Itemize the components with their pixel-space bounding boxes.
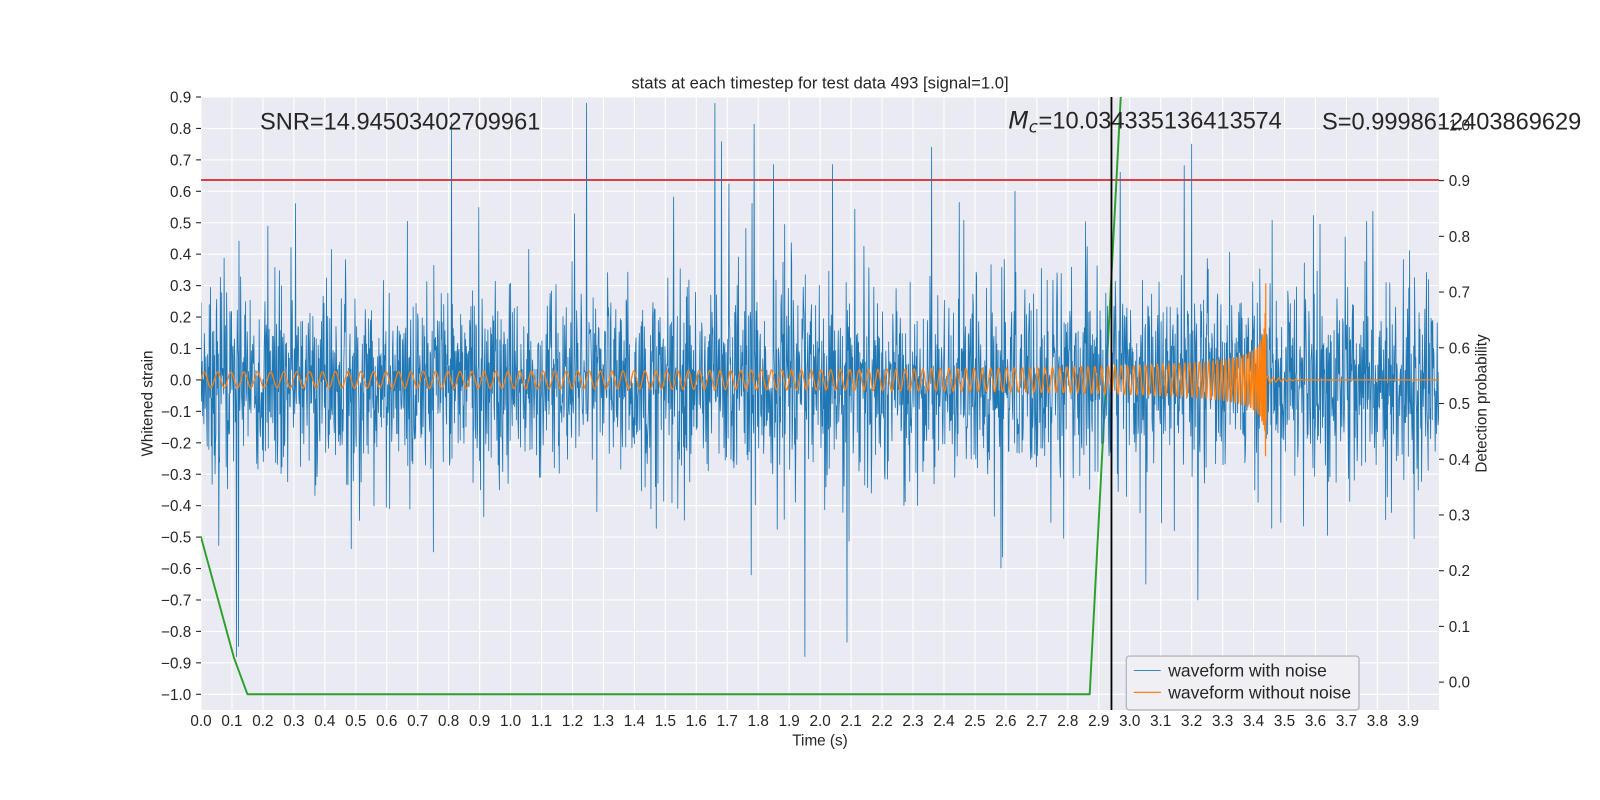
svg-text:2.6: 2.6 [995,713,1016,730]
svg-text:1.9: 1.9 [779,713,800,730]
svg-text:3.2: 3.2 [1181,713,1202,730]
svg-text:0.5: 0.5 [345,713,366,730]
svg-text:0.1: 0.1 [221,713,242,730]
svg-text:−0.6: −0.6 [161,561,191,578]
svg-text:0.3: 0.3 [283,713,304,730]
svg-text:1.7: 1.7 [717,713,738,730]
svg-text:3.0: 3.0 [1119,713,1140,730]
svg-text:0.6: 0.6 [170,184,191,201]
svg-text:Time (s): Time (s) [792,733,847,750]
svg-text:2.4: 2.4 [933,713,955,730]
svg-text:−1.0: −1.0 [161,687,191,704]
svg-text:0.4: 0.4 [314,713,336,730]
svg-text:0.2: 0.2 [1449,563,1470,580]
svg-text:0.6: 0.6 [376,713,397,730]
svg-text:0.7: 0.7 [407,713,428,730]
svg-text:0.4: 0.4 [1449,452,1471,469]
svg-text:waveform without noise: waveform without noise [1167,682,1351,702]
svg-text:0.7: 0.7 [170,152,191,169]
svg-text:1.8: 1.8 [748,713,769,730]
svg-text:3.3: 3.3 [1212,713,1233,730]
svg-text:0.5: 0.5 [1449,396,1470,413]
svg-text:stats at each timestep for tes: stats at each timestep for test data 493… [631,74,1008,93]
svg-text:3.1: 3.1 [1150,713,1171,730]
svg-text:0.5: 0.5 [170,215,191,232]
svg-text:0.8: 0.8 [438,713,459,730]
svg-text:0.9: 0.9 [1449,173,1470,190]
svg-text:3.6: 3.6 [1305,713,1326,730]
svg-text:0.1: 0.1 [170,341,191,358]
svg-text:0.3: 0.3 [170,278,191,295]
svg-text:2.3: 2.3 [902,713,923,730]
svg-text:2.7: 2.7 [1026,713,1047,730]
svg-text:2.0: 2.0 [810,713,831,730]
svg-text:0.0: 0.0 [1449,675,1470,692]
svg-text:0.6: 0.6 [1449,340,1470,357]
svg-text:0.1: 0.1 [1449,619,1470,636]
svg-text:2.9: 2.9 [1088,713,1109,730]
svg-text:0.4: 0.4 [170,247,192,264]
svg-text:−0.5: −0.5 [161,530,191,547]
svg-text:−0.1: −0.1 [161,404,191,421]
svg-text:1.0: 1.0 [1449,117,1470,134]
svg-text:3.5: 3.5 [1274,713,1295,730]
svg-text:0.9: 0.9 [170,90,191,107]
svg-text:0.0: 0.0 [190,713,211,730]
svg-text:1.0: 1.0 [500,713,521,730]
svg-text:3.7: 3.7 [1336,713,1357,730]
svg-text:1.2: 1.2 [562,713,583,730]
svg-text:−0.3: −0.3 [161,467,191,484]
svg-text:0.2: 0.2 [170,310,191,327]
svg-text:0.3: 0.3 [1449,507,1470,524]
svg-text:0.2: 0.2 [252,713,273,730]
svg-text:Whitened strain: Whitened strain [139,350,156,456]
svg-text:0.8: 0.8 [170,121,191,138]
svg-text:−0.2: −0.2 [161,435,191,452]
svg-text:3.4: 3.4 [1243,713,1265,730]
svg-text:3.9: 3.9 [1398,713,1419,730]
svg-text:2.2: 2.2 [871,713,892,730]
svg-text:−0.8: −0.8 [161,624,191,641]
svg-text:−0.9: −0.9 [161,655,191,672]
svg-text:waveform with noise: waveform with noise [1167,661,1327,681]
svg-text:0.7: 0.7 [1449,285,1470,302]
svg-text:SNR=14.94503402709961: SNR=14.94503402709961 [260,109,540,135]
svg-text:1.4: 1.4 [624,713,646,730]
svg-text:Detection probability: Detection probability [1474,334,1491,473]
svg-text:3.8: 3.8 [1367,713,1388,730]
svg-text:1.5: 1.5 [655,713,676,730]
svg-text:1.6: 1.6 [686,713,707,730]
svg-text:2.1: 2.1 [840,713,861,730]
svg-text:2.8: 2.8 [1057,713,1078,730]
svg-text:0.8: 0.8 [1449,229,1470,246]
svg-text:1.1: 1.1 [531,713,552,730]
svg-text:0.0: 0.0 [170,372,191,389]
svg-text:−0.4: −0.4 [161,498,192,515]
svg-text:2.5: 2.5 [964,713,985,730]
svg-text:1.3: 1.3 [593,713,614,730]
svg-text:M c = 1: M c = 1 0 . 0 3 4 3 3 5 1 3 6 4 1 3 5 7 … [1008,107,1281,138]
svg-text:−0.7: −0.7 [161,593,191,610]
svg-text:0.9: 0.9 [469,713,490,730]
